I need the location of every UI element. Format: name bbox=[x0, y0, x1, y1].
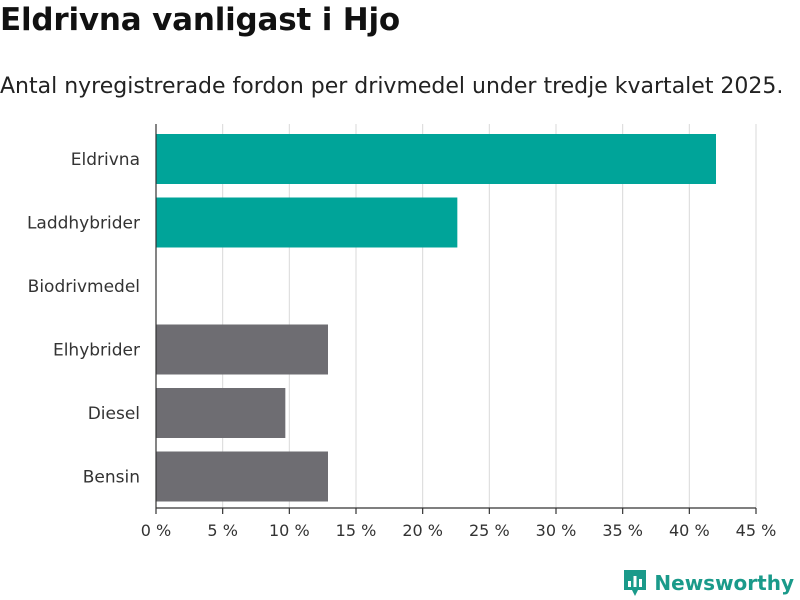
x-tick-label: 15 % bbox=[336, 521, 377, 540]
x-tick-label: 40 % bbox=[669, 521, 710, 540]
category-label: Bensin bbox=[83, 468, 140, 488]
x-tick-label: 45 % bbox=[736, 521, 777, 540]
x-tick-label: 0 % bbox=[141, 521, 171, 540]
category-label: Eldrivna bbox=[71, 150, 140, 170]
category-label: Elhybrider bbox=[53, 341, 140, 361]
x-tick-label: 25 % bbox=[469, 521, 510, 540]
bar bbox=[156, 388, 286, 438]
bar bbox=[156, 197, 458, 248]
brand-name: Newsworthy bbox=[654, 571, 794, 595]
x-tick-label: 5 % bbox=[207, 521, 237, 540]
x-tick-label: 10 % bbox=[269, 521, 310, 540]
category-label: Biodrivmedel bbox=[28, 277, 140, 297]
bar bbox=[156, 451, 328, 502]
chart-title: Eldrivna vanligast i Hjo bbox=[0, 2, 401, 38]
bar bbox=[156, 134, 716, 184]
newsworthy-logo-icon bbox=[624, 570, 647, 596]
x-tick-label: 35 % bbox=[602, 521, 643, 540]
x-tick-label: 30 % bbox=[536, 521, 577, 540]
category-label: Laddhybrider bbox=[27, 214, 140, 234]
x-tick-label: 20 % bbox=[402, 521, 443, 540]
bar bbox=[156, 324, 328, 375]
category-label: Diesel bbox=[88, 404, 140, 424]
brand-logo: Newsworthy bbox=[622, 568, 794, 598]
chart-subtitle: Antal nyregistrerade fordon per drivmede… bbox=[0, 74, 784, 99]
